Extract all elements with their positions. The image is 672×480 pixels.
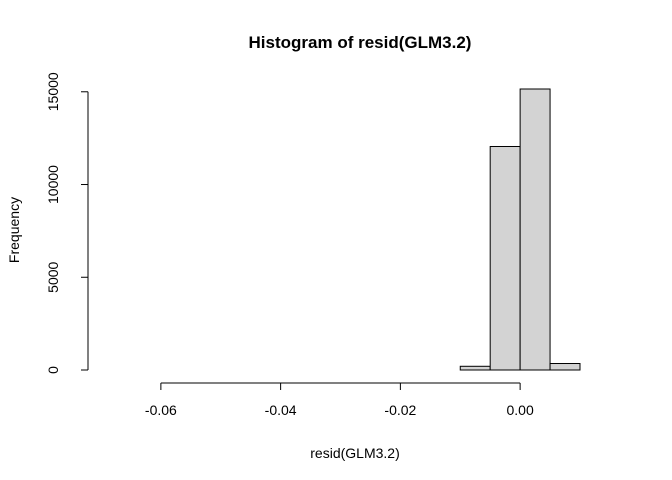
x-axis-label: resid(GLM3.2) — [310, 445, 399, 461]
histogram-bar — [489, 145, 521, 371]
x-tick-label: 0.00 — [507, 402, 534, 418]
histogram-bar — [459, 365, 491, 371]
x-tick-label: -0.02 — [384, 402, 416, 418]
y-tick-label: 15000 — [45, 72, 61, 111]
x-tick-label: -0.04 — [265, 402, 297, 418]
y-tick-label: 10000 — [45, 165, 61, 204]
y-tick-label: 5000 — [45, 261, 61, 292]
bars-group — [459, 88, 581, 371]
chart-title: Histogram of resid(GLM3.2) — [249, 33, 472, 52]
x-tick-label: -0.06 — [145, 402, 177, 418]
histogram-bar — [549, 363, 581, 371]
histogram-bar — [519, 88, 551, 371]
y-tick-label: 0 — [45, 366, 61, 374]
y-axis: 0 5000 10000 15000 — [45, 72, 89, 374]
y-axis-label: Frequency — [6, 197, 22, 263]
x-axis: -0.06 -0.04 -0.02 0.00 — [145, 382, 534, 418]
